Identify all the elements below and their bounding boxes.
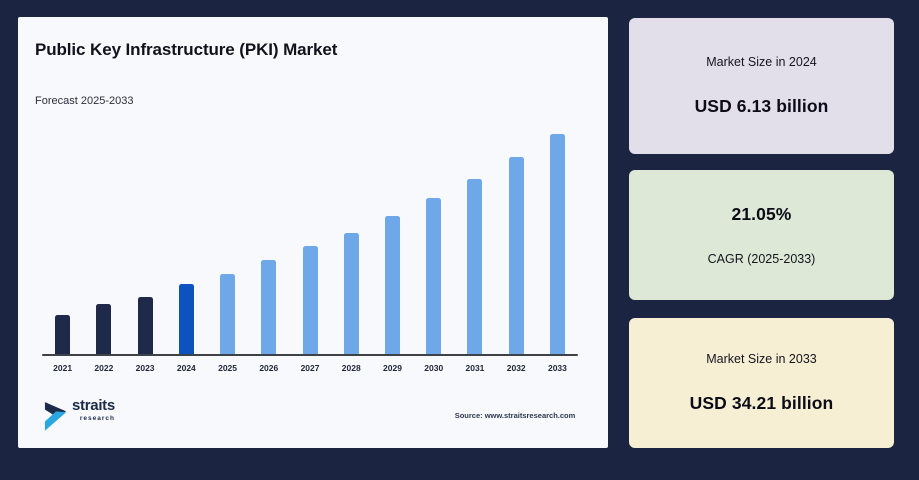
stat-card-label: Market Size in 2033 [706,352,817,366]
x-axis-label-2033: 2033 [547,363,567,373]
x-axis-label-2024: 2024 [176,363,196,373]
bar-column-2033 [537,132,578,354]
stat-card-value: USD 34.21 billion [689,393,834,413]
bar-chart: 2021 2022 2023 2024 2025 2026 2027 2028 2029 2030… [42,132,578,373]
stats-column: Market Size in 2024 USD 6.13 billion 21.… [629,18,894,448]
chart-panel: Public Key Infrastructure (PKI) Market F… [18,17,608,448]
stat-card-market-size-2033: Market Size in 2033 USD 34.21 billion [629,318,894,448]
bar-2029 [384,216,400,354]
x-axis-label-2026: 2026 [259,363,279,373]
bar-2024 [178,284,194,354]
source-text: Source: www.straitsresearch.com [454,411,576,420]
stat-card-label: CAGR (2025-2033) [707,252,816,266]
bar-column-2032 [496,132,537,354]
bar-2031 [467,179,483,354]
x-axis-line [42,354,578,356]
chart-title: Public Key Infrastructure (PKI) Market [35,40,338,59]
bar-2028 [343,233,359,354]
x-axis-labels: 2021 2022 2023 2024 2025 2026 2027 2028 2029 2030… [42,363,578,373]
logo-wordmark: straits [72,397,115,414]
bar-2033 [549,134,565,354]
x-axis-label-2022: 2022 [94,363,114,373]
stat-card-cagr: 21.05% CAGR (2025-2033) [629,170,894,300]
bar-series [42,132,578,354]
straits-research-logo: straits research [44,397,115,433]
bar-column-2031 [454,132,495,354]
bar-2026 [261,260,277,354]
chart-subtitle: Forecast 2025-2033 [35,95,134,107]
x-axis-label-2023: 2023 [135,363,155,373]
bar-column-2030 [413,132,454,354]
stat-card-value: 21.05% [731,204,792,224]
bar-column-2029 [372,132,413,354]
bar-column-2021 [42,132,83,354]
stat-card-market-size-2024: Market Size in 2024 USD 6.13 billion [629,18,894,154]
bar-column-2026 [248,132,289,354]
bar-column-2025 [207,132,248,354]
bar-2021 [55,315,71,354]
bar-2032 [508,157,524,354]
x-axis-label-2028: 2028 [341,363,361,373]
bar-column-2027 [289,132,330,354]
bar-2030 [426,198,442,354]
x-axis-label-2031: 2031 [465,363,485,373]
x-axis-label-2030: 2030 [424,363,444,373]
x-axis-label-2027: 2027 [300,363,320,373]
bar-column-2022 [83,132,124,354]
bar-2022 [96,304,112,354]
stat-card-value: USD 6.13 billion [694,96,829,116]
stat-card-label: Market Size in 2024 [706,55,817,69]
bar-2023 [137,297,153,354]
logo-subtext: research [79,415,115,422]
x-axis-label-2025: 2025 [218,363,238,373]
bar-column-2023 [124,132,165,354]
bar-column-2028 [331,132,372,354]
straits-logo-icon [44,402,67,431]
x-axis-label-2029: 2029 [383,363,402,373]
bar-2025 [220,274,236,354]
bar-column-2024 [166,132,207,354]
x-axis-label-2032: 2032 [506,363,526,373]
bar-2027 [302,246,318,354]
x-axis-label-2021: 2021 [53,363,73,373]
